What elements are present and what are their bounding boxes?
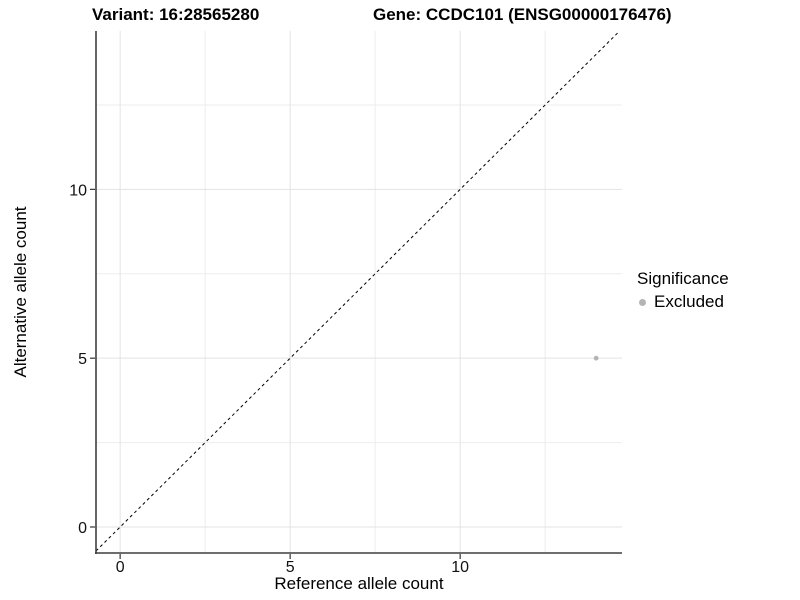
x-tick-label: 10 [451, 559, 469, 576]
identity-line [95, 30, 620, 552]
data-point [593, 355, 599, 361]
y-tick-label: 10 [69, 182, 87, 199]
y-tick-label: 0 [78, 520, 87, 537]
plot-title-gene: Gene: CCDC101 (ENSG00000176476) [373, 5, 672, 24]
x-tick-label: 5 [286, 559, 295, 576]
legend-item-excluded: Excluded [637, 292, 729, 312]
legend-point-swatch [639, 298, 646, 306]
x-axis-title: Reference allele count [274, 574, 444, 593]
legend-item-label: Excluded [654, 292, 724, 311]
legend-title: Significance [637, 269, 729, 288]
plot-title-variant: Variant: 16:28565280 [92, 5, 260, 24]
x-tick-label: 0 [116, 559, 125, 576]
y-tick-label: 5 [78, 351, 87, 368]
legend: Significance Excluded [637, 269, 729, 312]
